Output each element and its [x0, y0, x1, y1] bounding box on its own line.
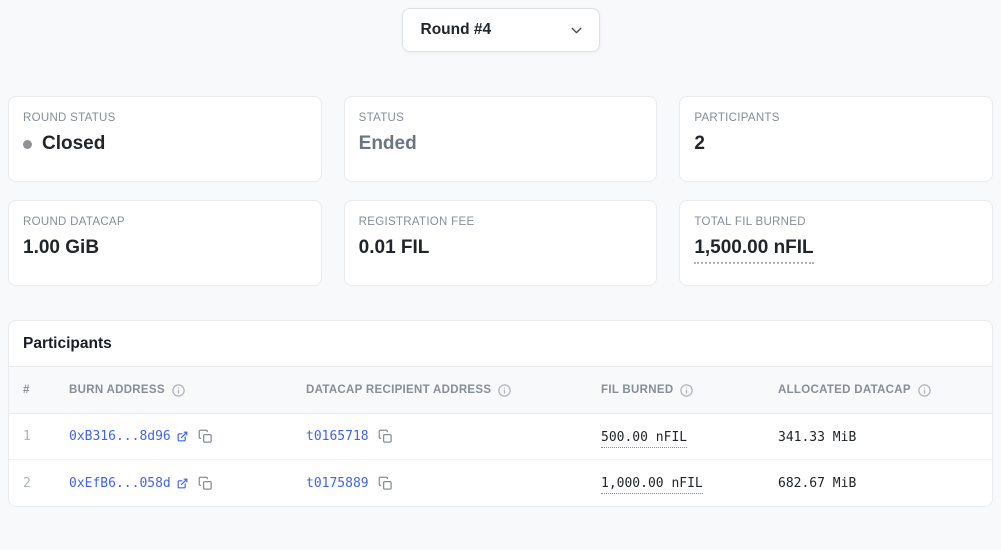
round-selector-bar: Round #4: [0, 0, 1001, 52]
row-index: 2: [23, 475, 31, 491]
info-icon[interactable]: [679, 383, 694, 398]
column-header-index: #: [23, 384, 30, 396]
status-value: Ended: [358, 133, 417, 154]
datacap-recipient-link[interactable]: t0165718: [306, 429, 369, 444]
copy-button[interactable]: [198, 429, 213, 444]
datacap-recipient-link[interactable]: t0175889: [306, 476, 369, 491]
registration-fee-value: 0.01 FIL: [358, 237, 430, 258]
column-header-label: FIL BURNED: [601, 384, 674, 396]
fil-burned-cell: 500.00 nFIL: [601, 428, 778, 448]
table-row: 1 0xB316...8d96 t0165718: [9, 414, 992, 460]
allocated-datacap-value: 341.33 MiB: [778, 429, 857, 445]
info-icon[interactable]: [171, 383, 186, 398]
copy-icon: [198, 429, 213, 444]
card-round-datacap: ROUND DATACAP 1.00 GiB: [8, 200, 322, 286]
burn-address-link[interactable]: 0xEfB6...058d: [69, 476, 189, 491]
allocated-datacap-cell: 682.67 MiB: [778, 474, 992, 492]
copy-icon: [198, 476, 213, 491]
round-status-text: Closed: [42, 133, 106, 154]
round-selector-label: Round #4: [420, 21, 492, 38]
column-header-fil-burned: FIL BURNED: [601, 383, 778, 398]
column-header-label: DATACAP RECIPIENT ADDRESS: [306, 384, 492, 396]
summary-cards: ROUND STATUS Closed STATUS Ended PARTICI…: [8, 96, 993, 286]
fil-burned-cell: 1,000.00 nFIL: [601, 474, 778, 494]
burn-address-cell: 0xEfB6...058d: [69, 476, 306, 491]
datacap-recipient-text: t0175889: [306, 475, 369, 491]
allocated-datacap-cell: 341.33 MiB: [778, 428, 992, 446]
chevron-down-icon: [568, 22, 585, 39]
card-round-status: ROUND STATUS Closed: [8, 96, 322, 182]
card-label: ROUND DATACAP: [23, 216, 125, 228]
burn-address-link[interactable]: 0xB316...8d96: [69, 429, 189, 444]
round-selector-dropdown[interactable]: Round #4: [401, 8, 600, 52]
card-label: PARTICIPANTS: [694, 112, 780, 124]
card-total-fil-burned: TOTAL FIL BURNED 1,500.00 nFIL: [679, 200, 993, 286]
info-icon[interactable]: [497, 383, 512, 398]
card-label: ROUND STATUS: [23, 112, 116, 124]
participants-title: Participants: [23, 335, 112, 352]
column-header-allocated-datacap: ALLOCATED DATACAP: [778, 383, 992, 398]
card-status: STATUS Ended: [343, 96, 658, 182]
copy-button[interactable]: [378, 429, 393, 444]
info-icon[interactable]: [917, 383, 932, 398]
column-header-datacap-recipient: DATACAP RECIPIENT ADDRESS: [306, 383, 601, 398]
burn-address-text: 0xB316...8d96: [69, 429, 171, 444]
table-row: 2 0xEfB6...058d t0175889: [9, 460, 992, 506]
datacap-recipient-text: t0165718: [306, 429, 369, 444]
copy-icon: [378, 429, 393, 444]
copy-button[interactable]: [198, 476, 213, 491]
copy-button[interactable]: [378, 476, 393, 491]
copy-icon: [378, 476, 393, 491]
burn-address-cell: 0xB316...8d96: [69, 429, 306, 444]
row-index: 1: [23, 429, 31, 444]
total-fil-burned-text: 1,500.00 nFIL: [694, 237, 814, 264]
round-status-value: Closed: [23, 133, 307, 156]
card-registration-fee: REGISTRATION FEE 0.01 FIL: [343, 200, 658, 286]
card-participants: PARTICIPANTS 2: [679, 96, 993, 182]
external-link-icon: [176, 477, 189, 490]
datacap-recipient-cell: t0175889: [306, 476, 601, 491]
allocated-datacap-value: 682.67 MiB: [778, 476, 857, 491]
column-header-label: ALLOCATED DATACAP: [778, 384, 911, 396]
total-fil-burned-value: 1,500.00 nFIL: [694, 237, 978, 264]
column-header-burn-address: BURN ADDRESS: [69, 383, 306, 398]
participants-table-header: # BURN ADDRESS DATACAP RECIPIENT ADDRESS…: [9, 366, 992, 414]
card-label: REGISTRATION FEE: [358, 216, 475, 228]
datacap-recipient-cell: t0165718: [306, 429, 601, 444]
status-dot-icon: [23, 139, 32, 149]
fil-burned-value: 500.00 nFIL: [601, 429, 688, 448]
card-label: STATUS: [358, 112, 405, 124]
burn-address-text: 0xEfB6...058d: [69, 475, 171, 491]
round-datacap-value: 1.00 GiB: [23, 237, 100, 258]
participants-count-value: 2: [694, 133, 705, 154]
card-label: TOTAL FIL BURNED: [694, 216, 806, 228]
column-header-label: BURN ADDRESS: [69, 384, 165, 396]
external-link-icon: [176, 430, 189, 443]
fil-burned-value: 1,000.00 nFIL: [601, 476, 703, 494]
participants-panel: Participants # BURN ADDRESS DATACAP RECI…: [8, 320, 993, 507]
